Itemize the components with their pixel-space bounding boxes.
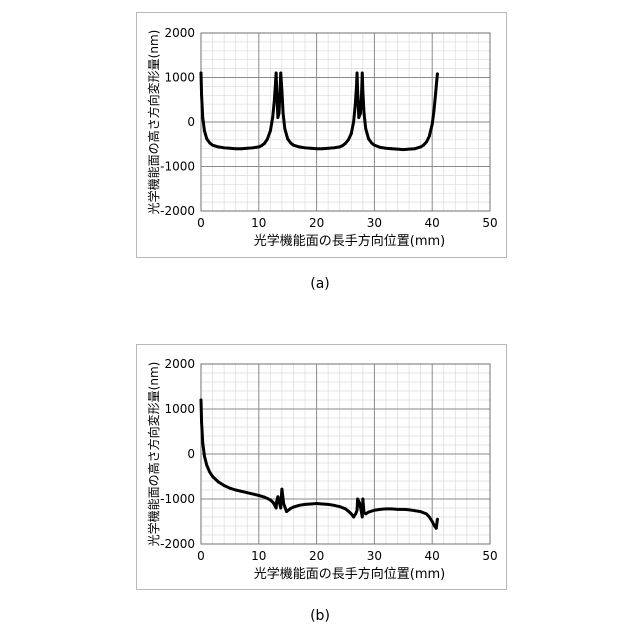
data-point [350, 512, 353, 515]
data-point [285, 510, 288, 513]
data-point [217, 481, 220, 484]
data-point [367, 511, 370, 514]
data-point [201, 441, 204, 444]
data-point [223, 484, 226, 487]
data-point [408, 508, 411, 511]
data-point [257, 494, 260, 497]
data-point [203, 455, 206, 458]
data-point [200, 421, 203, 424]
data-point [333, 504, 336, 507]
data-point [246, 491, 249, 494]
data-point [279, 507, 282, 510]
data-point [431, 520, 434, 523]
x-tick-label: 0 [197, 549, 205, 563]
data-point [356, 509, 359, 512]
data-point [252, 493, 255, 496]
data-point [281, 488, 284, 491]
data-point [402, 508, 405, 511]
chart-b: 0 10 20 30 40 50 -2000 -1000 0 1000 2000 光学機能面の長手方向… [0, 0, 640, 640]
data-point [379, 508, 382, 511]
data-point [435, 527, 438, 530]
data-point [436, 518, 439, 521]
data-point [278, 502, 281, 505]
data-point [229, 487, 232, 490]
data-point [344, 508, 347, 511]
data-point [211, 475, 214, 478]
data-point [428, 516, 431, 519]
figure-caption-b: (b) [290, 608, 350, 624]
x-axis-label: 光学機能面の長手方向位置(mm) [254, 566, 445, 582]
data-point [358, 501, 361, 504]
data-point [433, 525, 436, 528]
data-point [385, 508, 388, 511]
x-tick-label: 40 [425, 549, 440, 563]
y-tick-label: 0 [187, 447, 195, 461]
data-point [269, 499, 272, 502]
data-point [309, 503, 312, 506]
data-point [419, 510, 422, 513]
data-point [315, 502, 318, 505]
data-point [282, 502, 285, 505]
data-point [321, 503, 324, 506]
x-tick-label: 10 [251, 549, 266, 563]
data-point [356, 498, 359, 501]
data-point [289, 507, 292, 510]
data-point [205, 464, 208, 467]
y-tick-label: 1000 [164, 402, 195, 416]
data-point [361, 498, 364, 501]
data-point [327, 503, 330, 506]
data-point [304, 503, 307, 506]
data-point [276, 495, 279, 498]
data-point [352, 516, 355, 519]
data-point [280, 495, 283, 498]
data-point [355, 512, 358, 515]
data-point [390, 508, 393, 511]
data-point [347, 510, 350, 513]
figure-caption-a: (a) [290, 276, 350, 292]
x-tick-label: 20 [309, 549, 324, 563]
data-point [425, 512, 428, 515]
data-point [275, 507, 278, 510]
y-tick-label: -1000 [160, 492, 195, 506]
y-axis-label: 光学機能面の高さ方向変形量(nm) [146, 362, 161, 547]
data-point [373, 509, 376, 512]
data-point [263, 496, 266, 499]
data-point [364, 512, 367, 515]
data-point [292, 506, 295, 509]
data-point [298, 504, 301, 507]
x-tick-label: 30 [367, 549, 382, 563]
data-point [208, 471, 211, 474]
data-point [275, 500, 278, 503]
y-tick-label: 2000 [164, 357, 195, 371]
x-tick-label: 50 [482, 549, 497, 563]
data-point [240, 490, 243, 493]
data-point [200, 399, 203, 402]
data-point [338, 505, 341, 508]
data-point [234, 489, 237, 492]
data-point [413, 509, 416, 512]
data-point [361, 516, 364, 519]
y-tick-label: -2000 [160, 537, 195, 551]
data-point [272, 501, 275, 504]
data-point [360, 509, 363, 512]
data-point [396, 508, 399, 511]
